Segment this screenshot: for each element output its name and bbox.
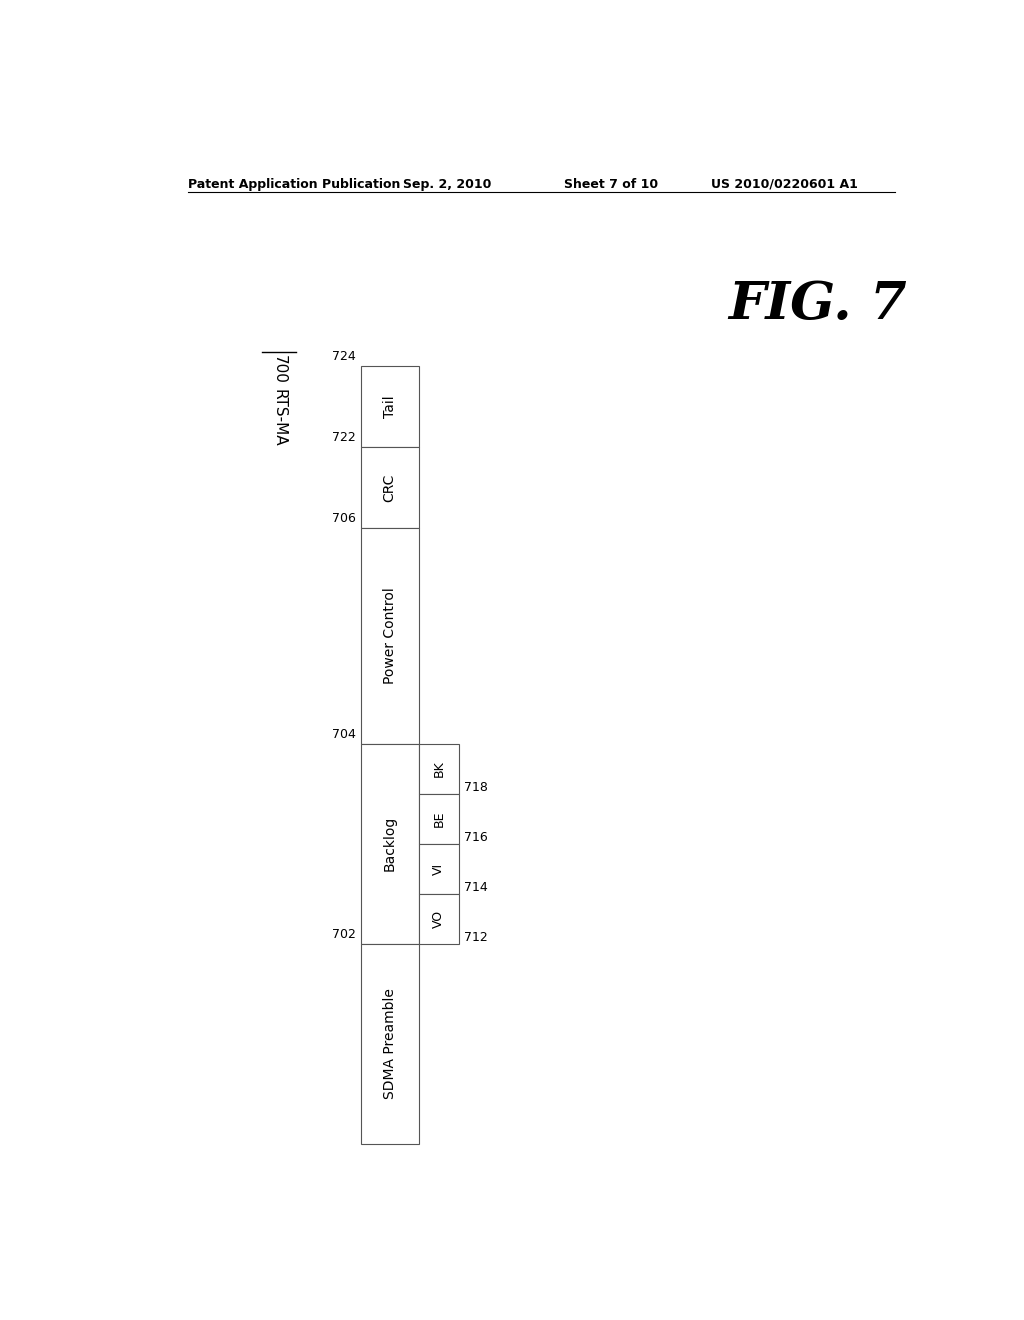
Text: Patent Application Publication: Patent Application Publication — [188, 178, 400, 190]
Text: 712: 712 — [464, 931, 487, 944]
Text: VO: VO — [432, 909, 445, 928]
Text: 724: 724 — [332, 350, 356, 363]
Text: 702: 702 — [332, 928, 356, 941]
Bar — [360, 528, 419, 743]
Text: Tail: Tail — [383, 396, 396, 418]
Text: Backlog: Backlog — [383, 816, 396, 871]
Text: Sheet 7 of 10: Sheet 7 of 10 — [563, 178, 657, 190]
Text: VI: VI — [432, 863, 445, 875]
Text: 716: 716 — [464, 830, 487, 843]
Text: Sep. 2, 2010: Sep. 2, 2010 — [403, 178, 492, 190]
Text: 718: 718 — [464, 780, 487, 793]
Text: Power Control: Power Control — [383, 587, 396, 684]
Bar — [360, 743, 419, 944]
Text: FIG. 7: FIG. 7 — [728, 280, 907, 330]
Bar — [360, 367, 419, 447]
Text: 722: 722 — [332, 432, 356, 444]
Bar — [419, 743, 459, 793]
Bar — [419, 843, 459, 894]
Text: 706: 706 — [332, 512, 356, 525]
Text: 700: 700 — [271, 355, 287, 384]
Text: BE: BE — [432, 810, 445, 826]
Text: 714: 714 — [464, 880, 487, 894]
Text: US 2010/0220601 A1: US 2010/0220601 A1 — [711, 178, 858, 190]
Bar — [419, 793, 459, 843]
Bar — [360, 447, 419, 528]
Bar — [419, 894, 459, 944]
Text: SDMA Preamble: SDMA Preamble — [383, 989, 396, 1100]
Text: RTS-MA: RTS-MA — [271, 389, 287, 447]
Text: CRC: CRC — [383, 474, 396, 502]
Text: BK: BK — [432, 760, 445, 777]
Text: 704: 704 — [332, 727, 356, 741]
Bar — [360, 944, 419, 1144]
